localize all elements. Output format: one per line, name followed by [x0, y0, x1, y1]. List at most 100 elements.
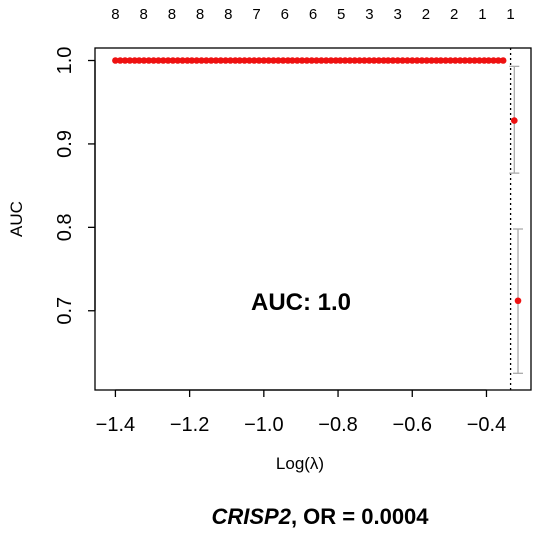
error-bars [509, 65, 524, 374]
data-point [499, 57, 507, 64]
data-point [356, 57, 363, 64]
y-axis: 0.7 0.8 0.9 1.0 [54, 47, 96, 325]
top-axis-label: 2 [422, 6, 430, 23]
y-tick-label: 0.8 [54, 213, 76, 241]
data-point [241, 57, 248, 64]
data-point [250, 57, 258, 64]
data-point [418, 57, 426, 64]
data-point [217, 57, 225, 64]
data-point [265, 57, 272, 64]
data-point [346, 57, 354, 64]
data-point [394, 57, 402, 64]
plot-frame [94, 47, 532, 391]
data-point [145, 57, 153, 64]
x-tick-label: −1.2 [170, 414, 209, 436]
data-point [485, 57, 492, 64]
top-axis-label: 8 [224, 6, 232, 23]
data-point [155, 57, 162, 64]
data-point [408, 57, 416, 64]
top-axis-label: 8 [111, 6, 119, 23]
data-point [384, 57, 392, 64]
data-point [227, 57, 234, 64]
data-point [112, 57, 119, 64]
data-point [260, 57, 268, 64]
data-point [126, 57, 134, 64]
top-axis-label: 7 [252, 6, 260, 23]
data-point [461, 57, 469, 64]
top-axis-label: 8 [168, 6, 176, 23]
data-point [159, 57, 167, 64]
data-point [466, 57, 474, 64]
data-point [270, 57, 277, 64]
data-point [121, 57, 129, 64]
data-point [255, 57, 263, 64]
data-point [361, 57, 368, 64]
top-axis-label: 3 [365, 6, 373, 23]
data-point [341, 57, 349, 64]
data-point [308, 57, 316, 64]
y-axis-title: AUC [7, 201, 26, 237]
data-point [293, 57, 301, 64]
data-point [336, 57, 344, 64]
top-axis-label: 3 [394, 6, 402, 23]
data-point [365, 57, 373, 64]
data-point [279, 57, 287, 64]
data-point [404, 57, 411, 64]
data-point [442, 57, 449, 64]
data-point [318, 57, 325, 64]
data-point [174, 57, 182, 64]
data-point [514, 297, 522, 305]
top-axis-label: 8 [196, 6, 204, 23]
data-point [370, 57, 378, 64]
y-tick-label: 0.9 [54, 130, 76, 158]
data-point [188, 57, 196, 64]
y-tick-label: 0.7 [54, 297, 76, 325]
top-axis-labels: 8 8 8 8 8 7 6 6 5 3 3 2 2 1 1 [111, 6, 515, 23]
top-axis-label: 1 [478, 6, 486, 23]
data-point [351, 57, 359, 64]
data-point [289, 57, 296, 64]
y-tick-label: 1.0 [54, 47, 76, 75]
data-point [116, 57, 124, 64]
data-point [490, 57, 497, 64]
top-axis-label: 2 [450, 6, 458, 23]
x-tick-label: −0.8 [318, 414, 357, 436]
data-point [140, 57, 148, 64]
data-point [413, 57, 421, 64]
top-axis-label: 1 [506, 6, 514, 23]
data-point [212, 57, 220, 64]
data-point [135, 57, 143, 64]
data-point [193, 57, 200, 64]
caption-gene: CRISP2 [211, 504, 291, 529]
data-point [298, 57, 306, 64]
top-axis-label: 6 [309, 6, 317, 23]
data-point [150, 57, 157, 64]
data-point [495, 57, 502, 64]
x-axis-title: Log(λ) [276, 454, 324, 473]
auc-annotation: AUC: 1.0 [251, 289, 351, 316]
data-point [471, 57, 478, 64]
data-point [389, 57, 397, 64]
data-point [246, 57, 253, 64]
data-point [222, 57, 229, 64]
data-point [428, 57, 435, 64]
top-axis-label: 8 [139, 6, 147, 23]
data-point [198, 57, 205, 64]
x-tick-label: −1.0 [244, 414, 283, 436]
caption: CRISP2, OR = 0.0004 [211, 504, 429, 529]
top-axis-label: 5 [337, 6, 345, 23]
data-point [179, 57, 186, 64]
data-points [112, 57, 522, 305]
data-point [423, 57, 431, 64]
data-point [169, 57, 177, 64]
data-point [375, 57, 383, 64]
data-point [313, 57, 320, 64]
data-point [322, 57, 330, 64]
data-point [476, 57, 483, 64]
data-point [275, 57, 282, 64]
data-point [207, 57, 215, 64]
data-point [327, 57, 335, 64]
data-point [164, 57, 172, 64]
data-point [236, 57, 244, 64]
